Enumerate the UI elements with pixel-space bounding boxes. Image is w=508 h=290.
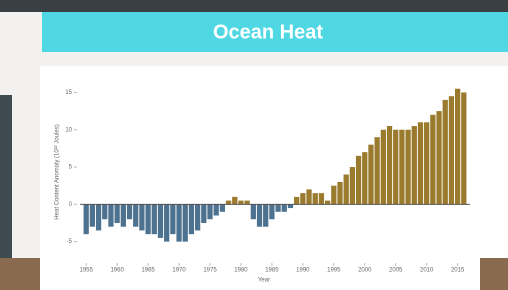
y-tick-label: 15 [65, 90, 72, 96]
bar [226, 201, 231, 205]
bar [356, 156, 361, 204]
bar [170, 204, 175, 234]
x-tick-label: 1985 [265, 268, 279, 274]
bar [393, 130, 398, 205]
bar [84, 204, 89, 234]
bar [350, 167, 355, 204]
bar [189, 204, 194, 234]
bar [176, 204, 181, 241]
bar [263, 204, 268, 226]
bar [331, 186, 336, 205]
x-tick-label: 1955 [80, 268, 94, 274]
bar [139, 204, 144, 230]
x-tick-label: 2000 [358, 268, 372, 274]
bar [375, 137, 380, 204]
bar [344, 175, 349, 205]
bar [220, 204, 225, 211]
bar [183, 204, 188, 241]
bar [152, 204, 157, 234]
y-tick-label: 10 [65, 127, 72, 133]
bar [436, 111, 441, 204]
bar [275, 204, 280, 211]
bar [412, 126, 417, 204]
x-tick-label: 1960 [110, 268, 124, 274]
x-tick-label: 1990 [296, 268, 310, 274]
bar [337, 182, 342, 204]
x-tick-label: 1995 [327, 268, 341, 274]
bar [251, 204, 256, 219]
x-tick-label: 1970 [172, 268, 186, 274]
bar [325, 201, 330, 205]
bar [405, 130, 410, 205]
bar [214, 204, 219, 215]
x-tick-label: 2005 [389, 268, 403, 274]
bar [108, 204, 113, 226]
bar [133, 204, 138, 226]
bar [164, 204, 169, 241]
x-tick-label: 1965 [141, 268, 155, 274]
bar [362, 152, 367, 204]
background-texture [0, 95, 12, 260]
x-tick-label: 2010 [420, 268, 434, 274]
bar [424, 122, 429, 204]
bar [300, 193, 305, 204]
bar [127, 204, 132, 219]
bar [449, 96, 454, 204]
bar [282, 204, 287, 211]
bar [288, 204, 293, 208]
bar [443, 100, 448, 204]
bar [201, 204, 206, 223]
bar [368, 145, 373, 205]
bar [207, 204, 212, 219]
bar [195, 204, 200, 230]
bar [90, 204, 95, 226]
y-tick-label: -5 [67, 239, 73, 245]
bar [387, 126, 392, 204]
chart-panel [40, 258, 480, 290]
bar [121, 204, 126, 226]
bar [319, 193, 324, 204]
bar [313, 193, 318, 204]
x-tick-label: 1980 [234, 268, 248, 274]
bar [294, 197, 299, 204]
x-axis-label: Year [258, 278, 270, 284]
bar [245, 201, 250, 205]
x-tick-label: 2015 [451, 268, 465, 274]
bar [115, 204, 120, 223]
bar [306, 189, 311, 204]
background-texture [0, 0, 508, 12]
x-tick-label: 1975 [203, 268, 217, 274]
chart-title: Ocean Heat [213, 21, 323, 43]
bar [96, 204, 101, 230]
bar [238, 201, 243, 205]
bar [145, 204, 150, 234]
bar [257, 204, 262, 226]
bar [232, 197, 237, 204]
page: {"chart_data": {"type": "bar", "title": … [0, 0, 508, 290]
bar [399, 130, 404, 205]
chart: Ocean Heat Year Heat Content Anomaly (10… [0, 0, 508, 290]
bar [418, 122, 423, 204]
bar [461, 92, 466, 204]
y-axis-label: Heat Content Anomaly (10²² Joules) [55, 124, 61, 219]
bar [102, 204, 107, 219]
bar [430, 115, 435, 205]
bar [455, 89, 460, 205]
bar [381, 130, 386, 205]
bar [269, 204, 274, 219]
bar [158, 204, 163, 238]
